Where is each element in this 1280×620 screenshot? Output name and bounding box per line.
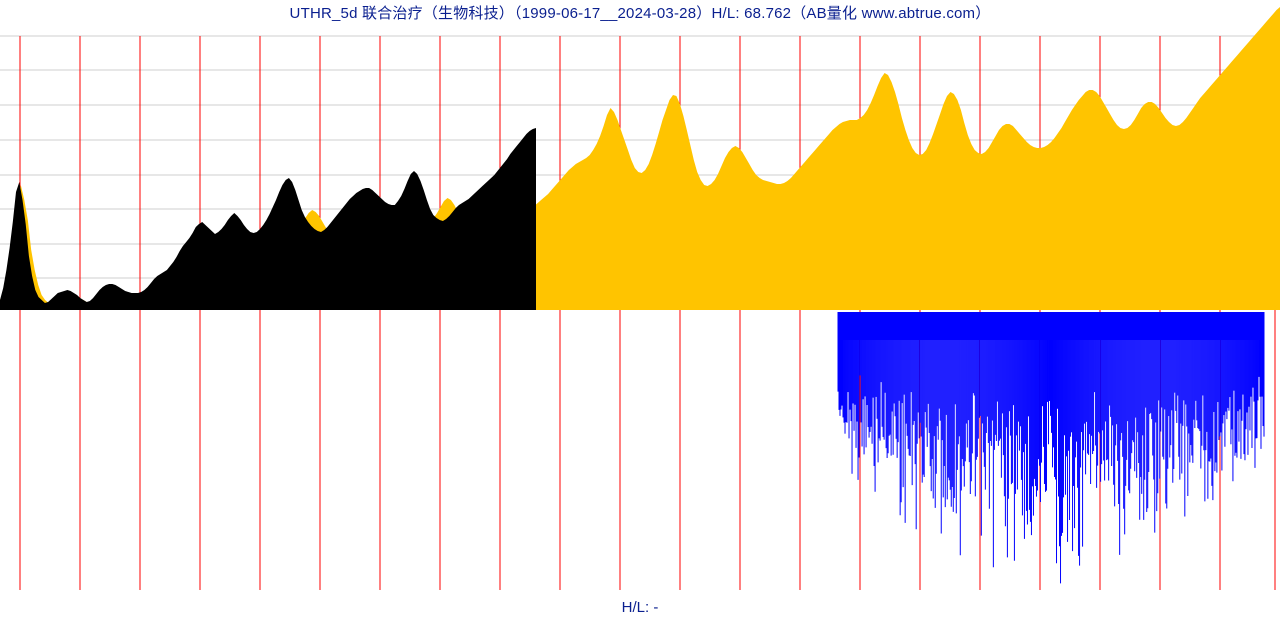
chart-footer: H/L: - (0, 599, 1280, 616)
chart-container: UTHR_5d 联合治疗（生物科技）（1999-06-17__2024-03-2… (0, 0, 1280, 620)
chart-svg (0, 0, 1280, 620)
series-blue (838, 312, 1264, 583)
